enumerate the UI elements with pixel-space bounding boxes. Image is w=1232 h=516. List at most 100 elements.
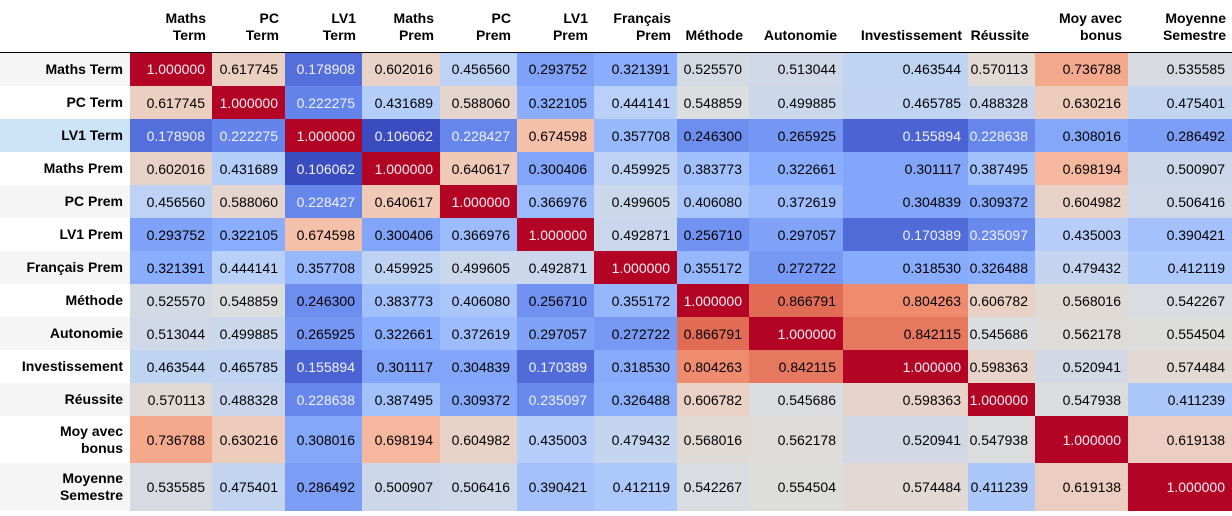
heatmap-cell: 0.736788 xyxy=(130,416,212,463)
row-header: Moyenne Semestre xyxy=(0,463,130,511)
heatmap-cell: 0.475401 xyxy=(212,463,285,511)
column-header-text: Prem xyxy=(398,26,434,43)
heatmap-cell: 0.535585 xyxy=(1128,52,1232,86)
heatmap-cell: 0.545686 xyxy=(968,317,1035,350)
heatmap-cell: 0.488328 xyxy=(212,383,285,416)
heatmap-cell: 0.235097 xyxy=(968,218,1035,251)
heatmap-cell: 0.547938 xyxy=(1035,383,1128,416)
heatmap-cell: 0.155894 xyxy=(285,350,362,383)
heatmap-cell: 0.479432 xyxy=(594,416,677,463)
column-header-text: Méthode xyxy=(685,26,743,43)
heatmap-cell: 0.492871 xyxy=(594,218,677,251)
heatmap-cell: 1.000000 xyxy=(212,86,285,119)
heatmap-cell: 0.246300 xyxy=(677,119,749,152)
heatmap-cell: 0.235097 xyxy=(517,383,594,416)
heatmap-cell: 0.459925 xyxy=(594,152,677,185)
row-header: Moy avec bonus xyxy=(0,416,130,463)
heatmap-cell: 0.499605 xyxy=(594,185,677,218)
heatmap-cell: 0.617745 xyxy=(212,52,285,86)
heatmap-cell: 0.355172 xyxy=(677,251,749,284)
heatmap-cell: 0.412119 xyxy=(1128,251,1232,284)
heatmap-cell: 0.562178 xyxy=(749,416,843,463)
heatmap-cell: 0.525570 xyxy=(130,284,212,317)
heatmap-cell: 0.479432 xyxy=(1035,251,1128,284)
heatmap-cell: 0.804263 xyxy=(677,350,749,383)
heatmap-cell: 0.411239 xyxy=(1128,383,1232,416)
heatmap-row: PC Prem 0.456560 0.588060 0.228427 0.640617 1… xyxy=(0,185,1232,218)
column-header-text: Prem xyxy=(635,26,671,43)
heatmap-cell: 0.222275 xyxy=(285,86,362,119)
heatmap-row: Autonomie 0.513044 0.499885 0.265925 0.32266… xyxy=(0,317,1232,350)
heatmap-cell: 0.297057 xyxy=(749,218,843,251)
column-header: Réussite xyxy=(968,0,1035,53)
column-header-text: PC xyxy=(491,9,511,26)
column-header-text: Moyenne xyxy=(1165,9,1226,26)
heatmap-cell: 0.372619 xyxy=(749,185,843,218)
heatmap-cell: 0.568016 xyxy=(677,416,749,463)
heatmap-cell: 0.500907 xyxy=(1128,152,1232,185)
row-header: Maths Term xyxy=(0,52,130,86)
heatmap-cell: 0.366976 xyxy=(440,218,517,251)
heatmap-cell: 0.286492 xyxy=(285,463,362,511)
row-header-text: PC Prem xyxy=(64,193,123,209)
heatmap-cell: 0.372619 xyxy=(440,317,517,350)
heatmap-cell: 0.228638 xyxy=(968,119,1035,152)
heatmap-cell: 0.301117 xyxy=(843,152,968,185)
heatmap-cell: 0.574484 xyxy=(843,463,968,511)
heatmap-cell: 0.383773 xyxy=(362,284,440,317)
heatmap-cell: 0.588060 xyxy=(440,86,517,119)
column-header-text: Français xyxy=(613,9,671,26)
heatmap-cell: 0.406080 xyxy=(677,185,749,218)
row-header-text: PC Term xyxy=(66,94,123,110)
heatmap-row: Investissement 0.463544 0.465785 0.155894 0.… xyxy=(0,350,1232,383)
heatmap-cell: 0.499885 xyxy=(212,317,285,350)
heatmap-cell: 0.435003 xyxy=(517,416,594,463)
heatmap-cell: 0.499605 xyxy=(440,251,517,284)
heatmap-cell: 1.000000 xyxy=(594,251,677,284)
column-header-text: Term xyxy=(322,26,356,43)
heatmap-cell: 0.525570 xyxy=(677,52,749,86)
heatmap-cell: 0.630216 xyxy=(1035,86,1128,119)
heatmap-cell: 0.256710 xyxy=(677,218,749,251)
column-header: Maths Term xyxy=(130,0,212,53)
column-header-text: Term xyxy=(245,26,279,43)
row-header-text: Maths Term xyxy=(45,60,123,77)
heatmap-cell: 0.463544 xyxy=(843,52,968,86)
heatmap-cell: 0.228427 xyxy=(285,185,362,218)
heatmap-cell: 0.309372 xyxy=(440,383,517,416)
column-header-text: Moy avec xyxy=(1058,9,1122,26)
heatmap-cell: 0.297057 xyxy=(517,317,594,350)
heatmap-cell: 0.431689 xyxy=(212,152,285,185)
heatmap-cell: 0.535585 xyxy=(130,463,212,511)
row-header-text: Autonomie xyxy=(49,325,123,341)
heatmap-cell: 0.228427 xyxy=(440,119,517,152)
heatmap-cell: 1.000000 xyxy=(517,218,594,251)
heatmap-cell: 0.300406 xyxy=(517,152,594,185)
row-header: PC Term xyxy=(0,86,130,119)
heatmap-cell: 0.475401 xyxy=(1128,86,1232,119)
heatmap-cell: 0.562178 xyxy=(1035,317,1128,350)
column-header: Autonomie xyxy=(749,0,843,53)
row-header-text: Investissement xyxy=(21,358,123,374)
heatmap-body: Maths Term 1.000000 0.617745 0.178908 0.6020… xyxy=(0,52,1232,511)
heatmap-cell: 0.465785 xyxy=(212,350,285,383)
heatmap-cell: 0.222275 xyxy=(212,119,285,152)
row-header: Méthode xyxy=(0,284,130,317)
heatmap-cell: 0.387495 xyxy=(362,383,440,416)
heatmap-cell: 1.000000 xyxy=(440,185,517,218)
heatmap-cell: 0.602016 xyxy=(362,52,440,86)
heatmap-cell: 1.000000 xyxy=(1128,463,1232,511)
heatmap-cell: 0.604982 xyxy=(440,416,517,463)
heatmap-cell: 0.293752 xyxy=(130,218,212,251)
heatmap-cell: 0.272722 xyxy=(749,251,843,284)
row-header: PC Prem xyxy=(0,185,130,218)
heatmap-cell: 0.674598 xyxy=(517,119,594,152)
heatmap-cell: 0.640617 xyxy=(440,152,517,185)
heatmap-cell: 0.383773 xyxy=(677,152,749,185)
column-header: Méthode xyxy=(677,0,749,53)
column-header-text: Autonomie xyxy=(763,26,837,43)
heatmap-cell: 0.698194 xyxy=(362,416,440,463)
heatmap-cell: 0.321391 xyxy=(594,52,677,86)
heatmap-cell: 0.300406 xyxy=(362,218,440,251)
